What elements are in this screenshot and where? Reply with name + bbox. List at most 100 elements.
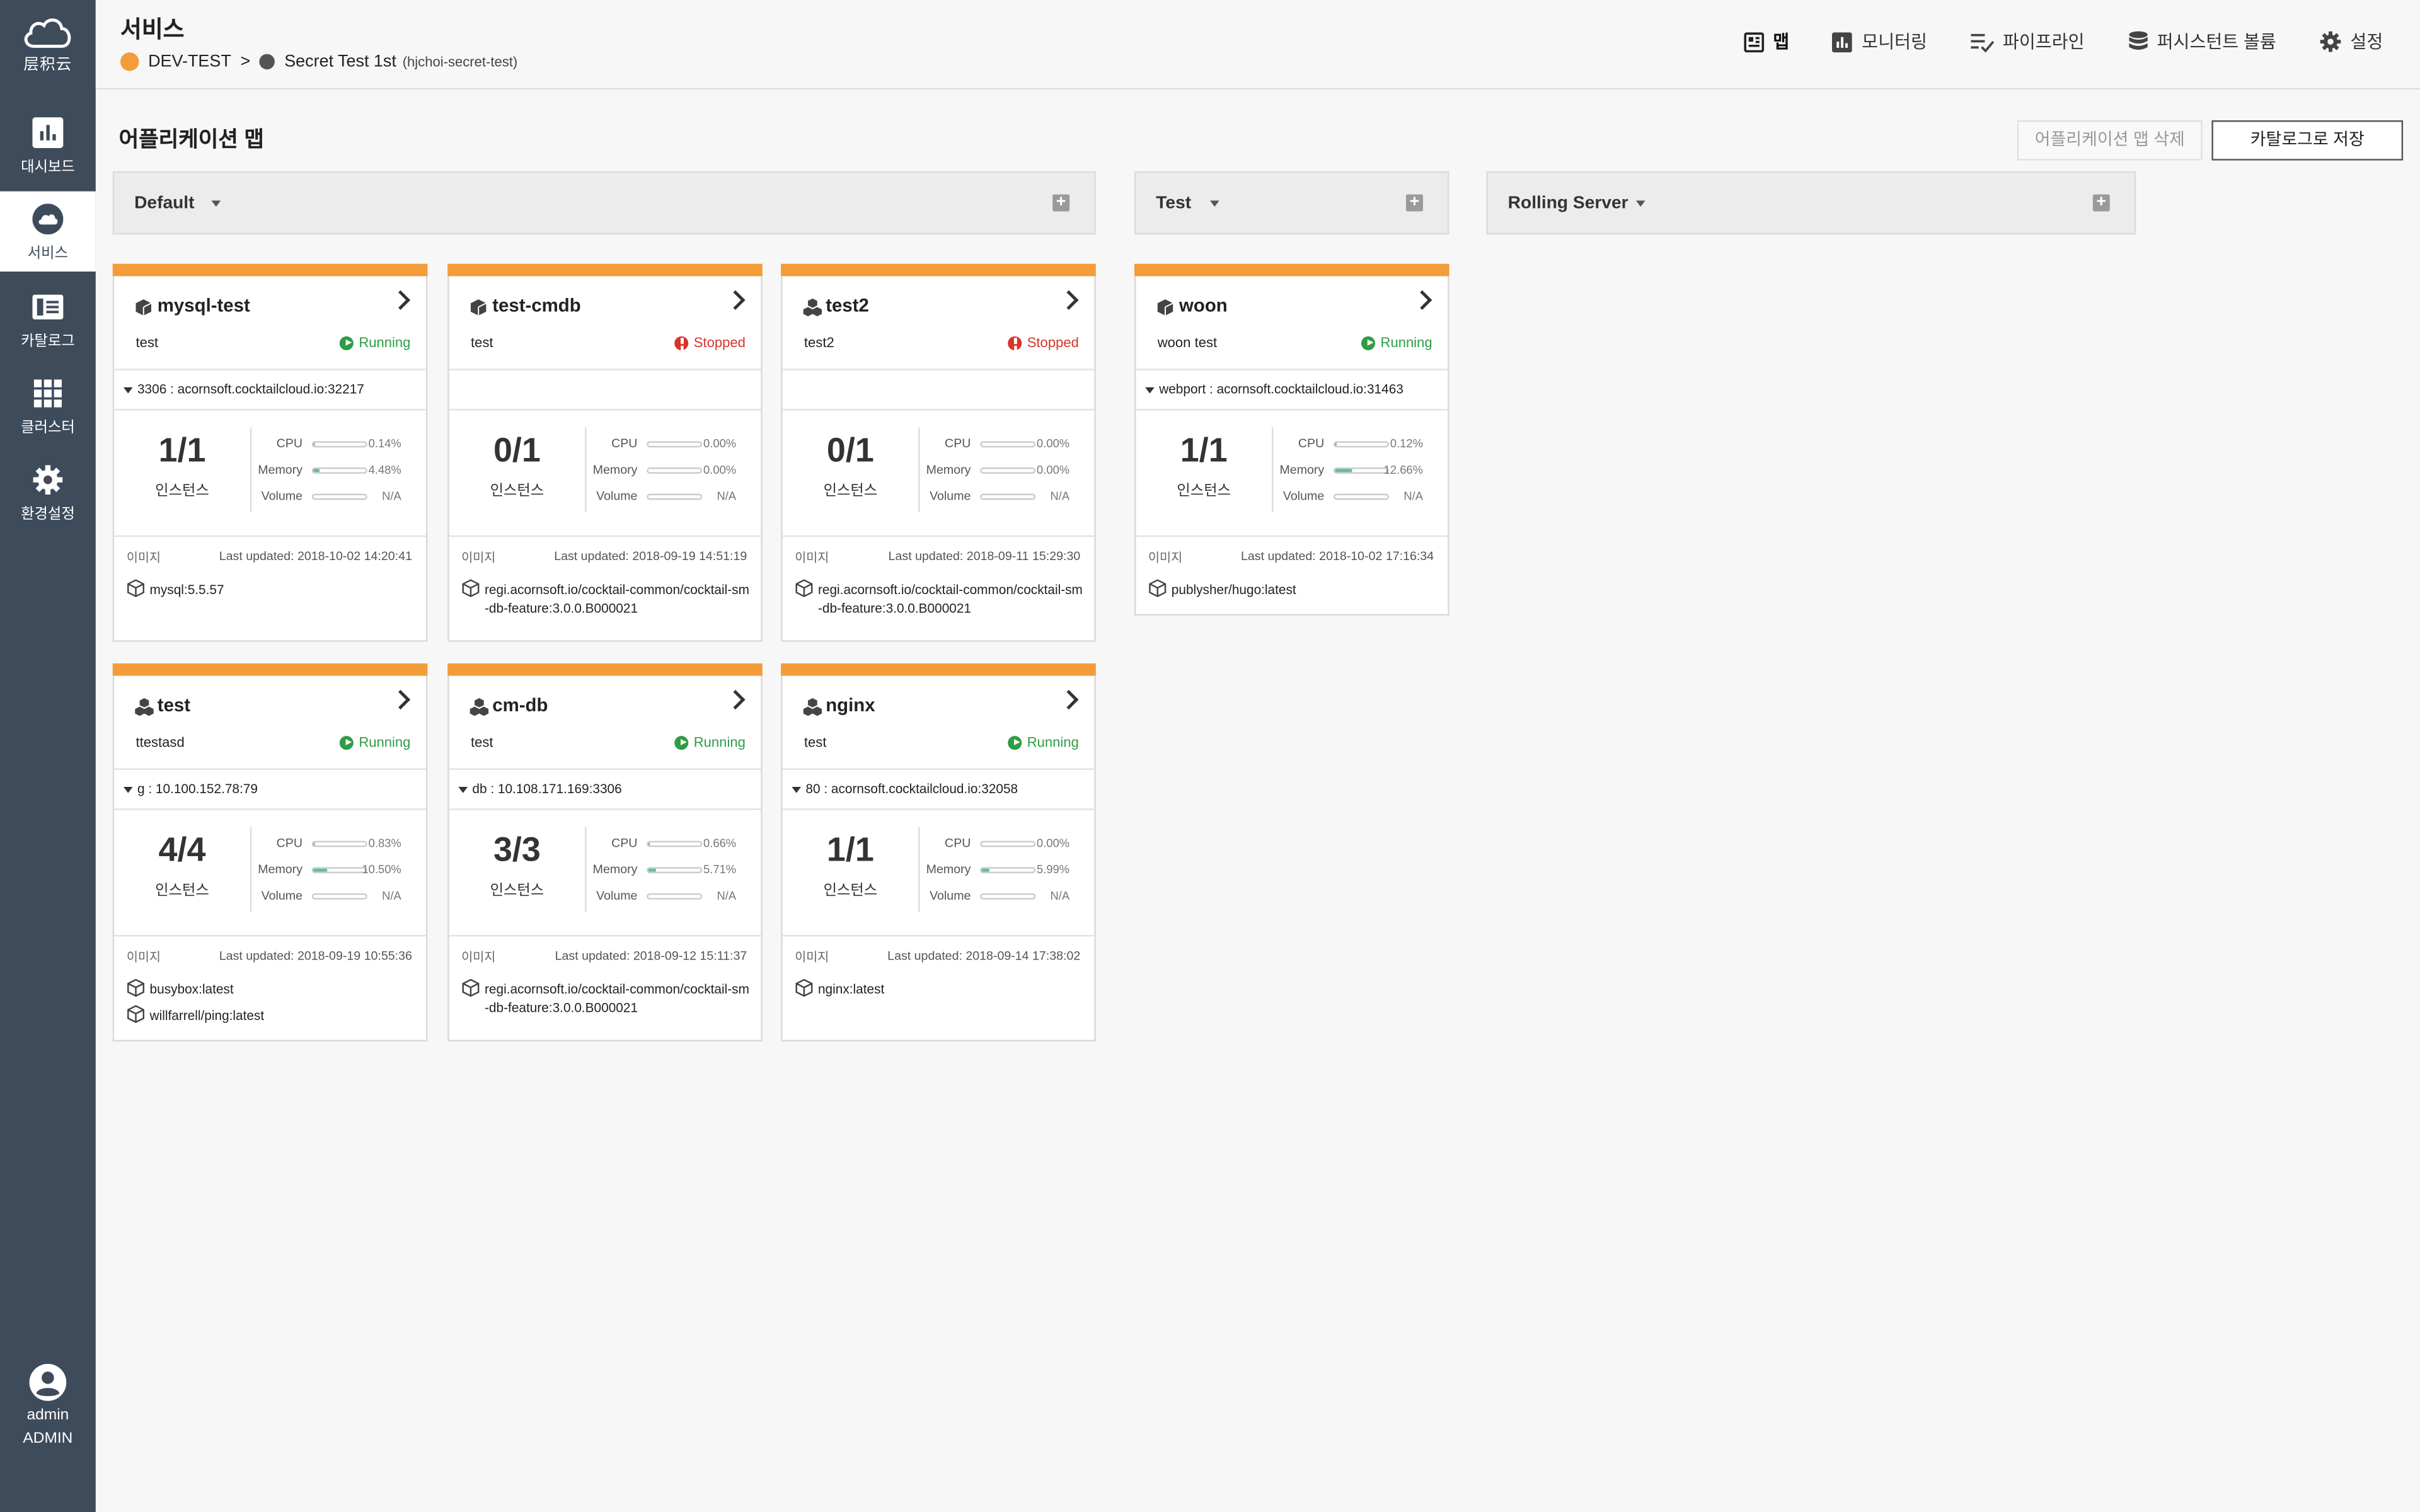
pod-single-icon — [1157, 299, 1173, 316]
group-header-test[interactable]: Test + — [1134, 171, 1449, 235]
gear-icon — [33, 465, 63, 495]
user-role: ADMIN — [23, 1430, 73, 1448]
port-text[interactable]: 80 : acornsoft.cocktailcloud.io:32058 — [805, 781, 1018, 796]
caret-down-icon[interactable] — [1145, 387, 1155, 394]
group-header-default[interactable]: Default + — [112, 171, 1096, 235]
brand-name: 层积云 — [23, 57, 72, 74]
service-card[interactable]: test ttestasd Running g : 10.100.152.78:… — [112, 663, 428, 1042]
card-footer: 이미지 Last updated: 2018-10-02 17:16:34 — [1136, 535, 1448, 564]
sidebar-item-settings[interactable]: 환경설정 — [0, 452, 96, 532]
card-title[interactable]: test2 — [826, 294, 869, 317]
cpu-bar — [980, 840, 1036, 847]
sidebar-item-catalog[interactable]: 카탈로그 — [0, 279, 96, 359]
chevron-right-icon[interactable] — [725, 290, 746, 310]
user-profile[interactable]: admin ADMIN — [0, 1363, 96, 1450]
last-updated: Last updated: 2018-09-19 10:55:36 — [219, 949, 412, 963]
card-title[interactable]: test-cmdb — [492, 294, 581, 317]
tab-persistent-volume[interactable]: 퍼시스턴트 볼륨 — [2128, 30, 2276, 54]
header: 서비스 DEV-TEST > Secret Test 1st (hjchoi-s… — [95, 0, 2420, 90]
card-title[interactable]: cm-db — [492, 694, 548, 716]
package-icon — [127, 1005, 144, 1023]
chevron-right-icon[interactable] — [1059, 690, 1079, 710]
instance-label: 인스턴스 — [1177, 483, 1231, 500]
image-item: mysql:5.5.57 — [127, 579, 415, 598]
chevron-down-icon[interactable] — [1210, 200, 1219, 207]
port-row[interactable]: g : 10.100.152.78:79 — [114, 768, 426, 810]
sidebar-item-cluster[interactable]: 클러스터 — [0, 365, 96, 445]
metric-value: N/A — [1403, 489, 1423, 503]
package-icon — [127, 978, 144, 997]
service-card[interactable]: woon woon test Running webport : acornso… — [1134, 263, 1449, 616]
metric-value: N/A — [717, 888, 737, 903]
group-header-rolling-server[interactable]: Rolling Server + — [1486, 171, 2136, 235]
workload-icon — [1156, 296, 1174, 324]
delete-app-map-button[interactable]: 어플리케이션 맵 삭제 — [2017, 120, 2203, 161]
service-card[interactable]: nginx test Running 80 : acornsoft.cockta… — [781, 663, 1096, 1042]
metric-value: 0.00% — [703, 462, 737, 477]
card-title[interactable]: test — [157, 694, 191, 716]
sidebar-item-service[interactable]: 서비스 — [0, 191, 96, 272]
tab-pipeline[interactable]: 파이프라인 — [1970, 30, 2085, 54]
card-title[interactable]: woon — [1179, 294, 1228, 317]
port-text[interactable]: webport : acornsoft.cocktailcloud.io:314… — [1159, 381, 1403, 397]
memory-bar-fill — [313, 868, 327, 872]
save-to-catalog-button[interactable]: 카탈로그로 저장 — [2211, 120, 2404, 161]
status-text: Running — [1380, 335, 1432, 350]
port-text[interactable]: g : 10.100.152.78:79 — [137, 781, 258, 796]
brand-logo[interactable]: 层积云 — [0, 15, 96, 74]
image-name: regi.acornsoft.io/cocktail-common/cockta… — [817, 581, 1083, 616]
volume-bar — [311, 493, 367, 500]
service-card[interactable]: test2 test2 Stopped 0/1 인스턴스 CPU 0.00% M… — [781, 263, 1096, 642]
memory-bar — [980, 867, 1036, 874]
metric-value: N/A — [382, 489, 401, 503]
service-card[interactable]: test-cmdb test Stopped 0/1 인스턴스 CPU 0.00… — [447, 263, 763, 642]
bar-chart-icon — [32, 117, 64, 149]
service-card[interactable]: cm-db test Running db : 10.108.171.169:3… — [447, 663, 763, 1042]
sidebar-item-dashboard[interactable]: 대시보드 — [0, 105, 96, 185]
status-badge: Stopped — [675, 335, 746, 350]
breadcrumb-service[interactable]: Secret Test 1st — [284, 52, 396, 71]
metric-value: 10.50% — [362, 862, 401, 877]
chevron-right-icon[interactable] — [390, 290, 411, 310]
chevron-right-icon[interactable] — [390, 690, 411, 710]
metric-memory: Memory 4.48% — [253, 463, 423, 481]
card-status-bar — [447, 263, 763, 277]
card-status-bar — [112, 663, 428, 676]
tab-monitoring[interactable]: 모니터링 — [1832, 30, 1927, 54]
chevron-down-icon[interactable] — [211, 200, 221, 207]
chevron-right-icon[interactable] — [1059, 290, 1079, 310]
caret-down-icon[interactable] — [123, 387, 133, 394]
metric-label: CPU — [611, 437, 638, 451]
add-icon[interactable]: + — [2092, 193, 2110, 212]
chevron-right-icon[interactable] — [725, 690, 746, 710]
port-text[interactable]: db : 10.108.171.169:3306 — [472, 781, 622, 796]
metric-cpu: CPU 0.14% — [253, 437, 423, 455]
instance-number: 4/4 — [158, 830, 206, 869]
port-row[interactable]: 3306 : acornsoft.cocktailcloud.io:32217 — [114, 369, 426, 411]
metric-memory: Memory 0.00% — [588, 463, 758, 481]
caret-down-icon[interactable] — [123, 786, 133, 793]
port-row[interactable]: 80 : acornsoft.cocktailcloud.io:32058 — [782, 768, 1095, 810]
tab-map[interactable]: 맵 — [1743, 30, 1789, 54]
add-icon[interactable]: + — [1406, 193, 1423, 212]
breadcrumb-account[interactable]: DEV-TEST — [148, 52, 231, 71]
add-icon[interactable]: + — [1052, 193, 1070, 212]
tab-settings[interactable]: 설정 — [2319, 30, 2383, 54]
cpu-bar-fill — [313, 842, 314, 846]
port-text[interactable]: 3306 : acornsoft.cocktailcloud.io:32217 — [137, 381, 364, 397]
chevron-down-icon[interactable] — [1635, 200, 1645, 207]
account-icon — [120, 52, 139, 71]
port-row[interactable]: db : 10.108.171.169:3306 — [449, 768, 761, 810]
pod-single-icon — [135, 299, 152, 316]
memory-bar — [980, 467, 1036, 474]
chevron-right-icon[interactable] — [1412, 290, 1432, 310]
caret-down-icon[interactable] — [792, 786, 802, 793]
caret-down-icon[interactable] — [458, 786, 468, 793]
service-card[interactable]: mysql-test test Running 3306 : acornsoft… — [112, 263, 428, 642]
instance-number: 1/1 — [158, 430, 206, 469]
card-title[interactable]: mysql-test — [157, 294, 250, 317]
card-title[interactable]: nginx — [826, 694, 875, 716]
card-footer: 이미지 Last updated: 2018-09-11 15:29:30 — [782, 535, 1095, 564]
tab-label: 파이프라인 — [2002, 33, 2085, 53]
port-row[interactable]: webport : acornsoft.cocktailcloud.io:314… — [1136, 369, 1448, 411]
